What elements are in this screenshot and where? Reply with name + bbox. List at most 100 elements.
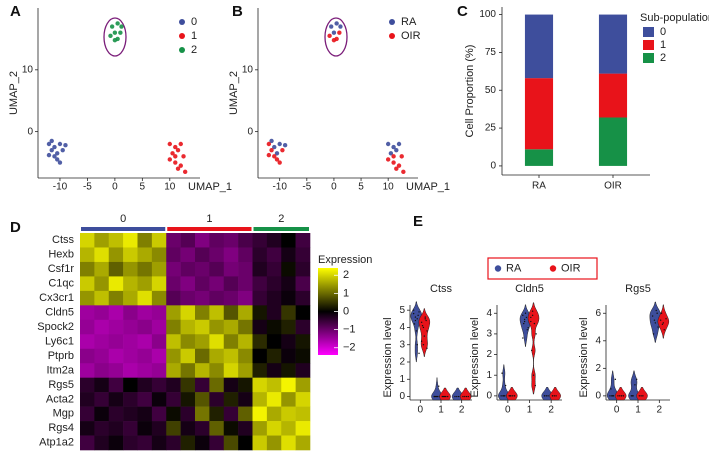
point bbox=[269, 138, 274, 144]
point bbox=[622, 395, 625, 397]
facet-title: Ctss bbox=[430, 283, 453, 295]
heatmap-cell bbox=[252, 348, 268, 364]
point bbox=[391, 160, 396, 165]
heatmap-cell bbox=[80, 233, 95, 248]
point bbox=[277, 160, 282, 165]
heatmap-cell bbox=[151, 276, 167, 292]
heatmap-cell bbox=[166, 276, 181, 292]
point bbox=[49, 138, 54, 144]
point bbox=[534, 384, 536, 387]
point bbox=[642, 395, 644, 397]
heatmap-cell bbox=[223, 290, 239, 306]
heatmap-cell bbox=[151, 261, 167, 277]
y-tick-label: 100 bbox=[479, 9, 496, 20]
point bbox=[530, 320, 532, 323]
heatmap-cell bbox=[108, 348, 124, 364]
legend-label: 0 bbox=[660, 26, 666, 38]
heatmap-cell bbox=[137, 233, 153, 248]
heatmap-cell bbox=[209, 305, 225, 321]
bar-segment bbox=[598, 73, 628, 118]
heatmap-cell bbox=[151, 392, 167, 407]
y-tick-label: 2 bbox=[595, 363, 601, 374]
y-tick-label: 3 bbox=[486, 329, 492, 340]
point bbox=[401, 169, 406, 175]
heatmap-cell bbox=[238, 233, 253, 248]
point bbox=[535, 333, 537, 335]
legend-label: 2 bbox=[660, 52, 666, 64]
heatmap-cell bbox=[108, 435, 124, 451]
heatmap-cell bbox=[94, 406, 110, 422]
heatmap-cell bbox=[238, 290, 253, 306]
point bbox=[331, 30, 337, 35]
point bbox=[611, 395, 614, 397]
heatmap-cell bbox=[252, 247, 268, 263]
point bbox=[631, 395, 633, 397]
heatmap-cell bbox=[266, 261, 282, 277]
point bbox=[500, 395, 502, 397]
heatmap-cell bbox=[94, 261, 110, 277]
heatmap-cell bbox=[94, 334, 110, 350]
heatmap-cell bbox=[151, 377, 167, 393]
point bbox=[418, 352, 420, 355]
heatmap-cell bbox=[108, 377, 124, 393]
point bbox=[416, 344, 418, 346]
point bbox=[413, 323, 416, 325]
point bbox=[523, 318, 526, 321]
heatmap-cell bbox=[266, 406, 282, 422]
point bbox=[421, 325, 424, 327]
y-tick-label: 4 bbox=[486, 308, 492, 319]
point bbox=[266, 141, 272, 147]
point bbox=[553, 395, 555, 397]
point bbox=[527, 327, 529, 329]
point bbox=[119, 24, 124, 29]
heatmap-cell bbox=[166, 392, 181, 407]
y-tick-label: 3 bbox=[399, 339, 405, 350]
heatmap-cell bbox=[137, 421, 153, 436]
heatmap-cell bbox=[252, 377, 268, 393]
y-tick-label: 4 bbox=[399, 322, 405, 333]
point bbox=[337, 30, 342, 35]
point bbox=[57, 141, 63, 147]
y-axis-label: UMAP_2 bbox=[228, 71, 240, 115]
colorbar-title: Expression bbox=[318, 254, 372, 266]
group-bar bbox=[167, 227, 252, 231]
heatmap-cell bbox=[137, 406, 153, 422]
group-bar bbox=[81, 227, 166, 231]
panel-label: E bbox=[413, 213, 423, 230]
heatmap-cell bbox=[295, 334, 311, 350]
heatmap-cell bbox=[180, 247, 196, 263]
legend-label: 0 bbox=[191, 16, 197, 28]
point bbox=[57, 160, 63, 165]
heatmap-cell bbox=[123, 247, 138, 263]
heatmap-cell bbox=[195, 348, 210, 364]
point bbox=[423, 335, 426, 337]
heatmap-cell bbox=[166, 233, 181, 248]
y-tick-label: 6 bbox=[595, 308, 601, 319]
point bbox=[462, 395, 464, 398]
point bbox=[108, 33, 113, 39]
legend-label: 1 bbox=[191, 30, 197, 42]
heatmap-cell bbox=[209, 348, 225, 364]
heatmap-cell bbox=[223, 247, 239, 263]
heatmap-cell bbox=[195, 421, 210, 436]
heatmap-cell bbox=[108, 406, 124, 422]
heatmap-cell bbox=[166, 421, 181, 436]
heatmap-cell bbox=[223, 334, 239, 350]
point bbox=[465, 395, 468, 398]
point bbox=[412, 312, 415, 315]
heatmap-cell bbox=[295, 319, 311, 335]
x-tick-label: 1 bbox=[438, 405, 444, 416]
heatmap-cell bbox=[166, 247, 181, 263]
point bbox=[638, 395, 640, 397]
heatmap-cell bbox=[295, 276, 311, 292]
row-label: Ctss bbox=[52, 234, 75, 246]
heatmap-cell bbox=[80, 261, 95, 277]
x-tick-label: 5 bbox=[140, 182, 146, 193]
heatmap-cell bbox=[123, 348, 138, 364]
heatmap-cell bbox=[94, 392, 110, 407]
heatmap-cell bbox=[238, 363, 253, 378]
violin bbox=[498, 364, 510, 401]
point bbox=[609, 395, 611, 397]
heatmap-cell bbox=[209, 233, 225, 248]
heatmap-cell bbox=[281, 334, 296, 350]
